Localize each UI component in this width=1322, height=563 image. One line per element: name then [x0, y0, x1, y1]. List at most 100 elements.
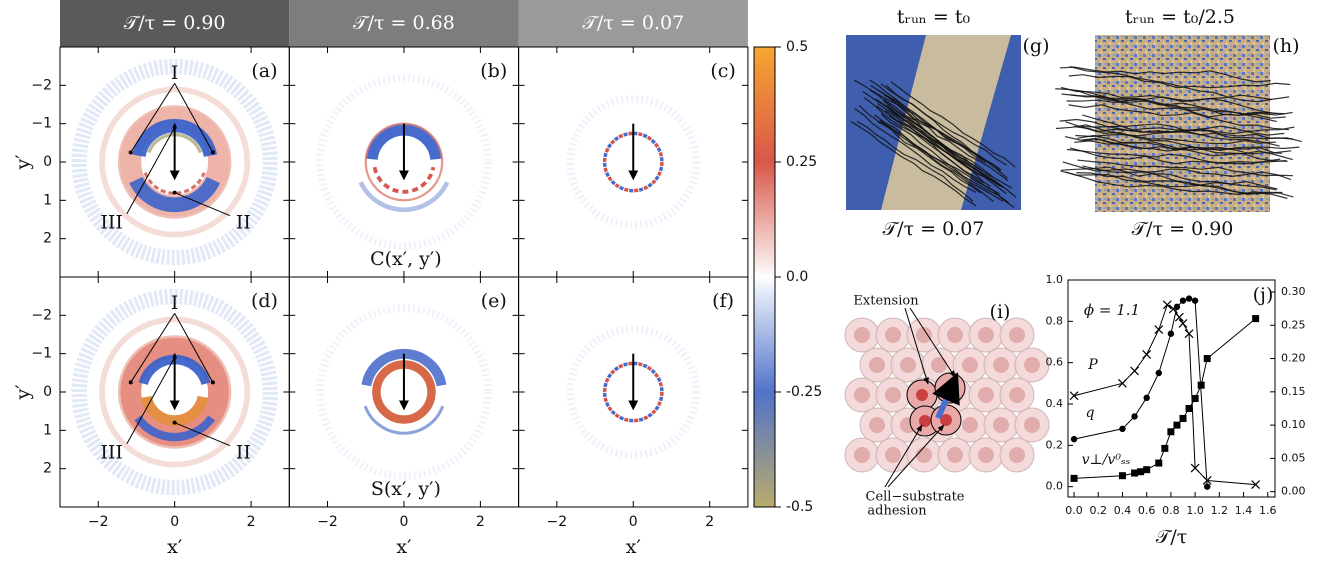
arc — [134, 415, 216, 442]
trajectory — [1065, 171, 1288, 199]
trajectory — [1076, 172, 1294, 198]
cell-core — [978, 447, 994, 463]
x-tick-label: 0.8 — [1162, 504, 1180, 517]
trajectory — [1064, 135, 1283, 155]
cell-core — [916, 327, 932, 343]
y-tick-label: 0 — [43, 384, 52, 400]
y-axis-label: y′ — [12, 154, 34, 170]
extension-label: Extension — [853, 294, 919, 309]
y-tick-label: 0.6 — [1046, 356, 1064, 369]
x-tick-label: 0.6 — [1138, 504, 1156, 517]
cell-core — [1009, 447, 1025, 463]
y2-tick-label: 0.25 — [1281, 318, 1306, 331]
schematic — [844, 317, 1050, 473]
cell-core — [962, 417, 978, 433]
y-tick-label: 0.0 — [1046, 480, 1064, 493]
colorbar-tick-label: 0.25 — [786, 154, 817, 170]
snapshot — [846, 35, 1021, 210]
panel-label: (e) — [481, 290, 507, 312]
heatmap — [566, 95, 701, 229]
series-label: P — [1087, 357, 1098, 373]
x-tick-label: 0.0 — [1065, 504, 1083, 517]
trajectory — [850, 120, 977, 207]
trajectory — [1077, 134, 1292, 154]
pointer — [887, 424, 945, 488]
trajectory — [1061, 166, 1277, 191]
heatmap — [316, 304, 492, 480]
trajectory — [879, 119, 994, 203]
cell-core — [931, 357, 947, 373]
cell-core — [854, 327, 870, 343]
point — [1155, 459, 1163, 467]
cell-core — [947, 447, 963, 463]
cell-core — [900, 357, 916, 373]
ring — [71, 58, 278, 266]
panel-label: (j) — [1253, 284, 1274, 306]
polarity-arrow — [932, 372, 960, 420]
cell-core — [962, 357, 978, 373]
arc — [141, 395, 209, 426]
y-tick-label: 1 — [43, 192, 52, 208]
region-label: II — [236, 441, 251, 463]
trajectory — [884, 94, 1008, 179]
point — [1167, 428, 1175, 436]
trajectory — [1060, 170, 1278, 190]
trajectory — [1075, 130, 1294, 140]
colorbar-tick-label: 0.0 — [786, 269, 808, 285]
x-tick-label: 2 — [705, 514, 714, 530]
series-label: v⊥/v⁰ₛₛ — [1082, 452, 1131, 468]
region-label: II — [236, 211, 251, 233]
x-tick-label: −2 — [546, 514, 567, 530]
trajectory — [883, 98, 1009, 182]
column-header: 𝒯/τ = 0.68 — [353, 12, 455, 34]
heatmap — [316, 74, 492, 250]
pointer-dot — [172, 420, 177, 425]
point — [1161, 444, 1169, 452]
point — [1069, 391, 1079, 401]
ring — [99, 86, 251, 238]
y-axis-label: y′ — [12, 384, 34, 400]
cell-core — [916, 447, 932, 463]
colorbar-tick-label: -0.5 — [786, 499, 813, 515]
trajectory — [890, 81, 1016, 168]
y-tick-label: 2 — [43, 461, 52, 477]
snapshot — [1055, 35, 1303, 212]
x-axis-label: x′ — [626, 536, 641, 558]
panel-label: (f) — [712, 290, 734, 312]
cell-core — [978, 327, 994, 343]
y-tick-label: 2 — [43, 231, 52, 247]
pointer-dot — [210, 380, 215, 385]
panel-label: (b) — [480, 60, 507, 82]
x-tick-label: 1.2 — [1211, 504, 1229, 517]
point — [1131, 469, 1139, 477]
x-tick-label: −2 — [88, 514, 109, 530]
x-tick-label: 0 — [629, 514, 638, 530]
pointer-dot — [172, 190, 177, 195]
trajectory — [883, 100, 1005, 189]
series-label: q — [1086, 405, 1095, 421]
point — [1137, 468, 1145, 476]
cell-core — [1009, 327, 1025, 343]
cell-core — [854, 447, 870, 463]
snapshot-label: (h) — [1272, 35, 1299, 57]
trajectory — [1066, 99, 1286, 119]
pointer — [174, 422, 231, 447]
point — [1185, 295, 1193, 302]
region-label: I — [171, 62, 179, 84]
column-header: 𝒯/τ = 0.07 — [582, 12, 684, 34]
point — [1190, 463, 1200, 473]
pointer-dot — [128, 150, 133, 155]
colorbar-tick-label: 0.5 — [786, 39, 808, 55]
active-core — [940, 414, 952, 426]
point — [1162, 300, 1172, 310]
trajectory — [1068, 104, 1289, 131]
pointer-dot — [172, 125, 177, 130]
y-tick-label: −2 — [31, 307, 52, 323]
cell-core — [947, 327, 963, 343]
point — [1167, 330, 1175, 337]
trajectory — [1068, 74, 1291, 89]
cell-core — [869, 357, 885, 373]
y-tick-label: −2 — [31, 77, 52, 93]
arc — [143, 172, 206, 195]
